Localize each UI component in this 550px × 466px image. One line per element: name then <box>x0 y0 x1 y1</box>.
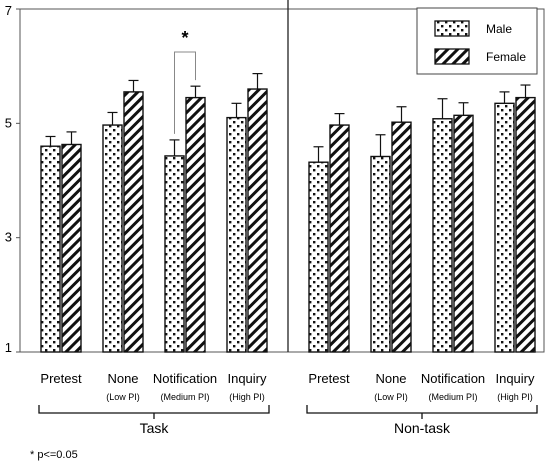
y-tick-label: 7 <box>5 3 12 18</box>
y-axis: 1 3 5 7 <box>5 3 20 355</box>
plot-border <box>19 8 545 353</box>
bar-male <box>226 116 247 353</box>
bar-male <box>432 118 453 353</box>
group-label: Non-task <box>394 420 451 436</box>
x-category-label: Pretest <box>40 371 82 386</box>
bar-male <box>370 155 391 353</box>
x-category-sublabel: (High PI) <box>229 392 265 402</box>
group-label: Task <box>140 420 170 436</box>
bar-male <box>40 145 61 353</box>
x-category-sublabel: (Medium PI) <box>160 392 209 402</box>
bar-female <box>329 124 350 353</box>
legend: Male Female <box>416 7 538 75</box>
significance-star: * <box>181 28 188 48</box>
bar-female <box>247 88 268 353</box>
legend-label-male: Male <box>486 22 512 36</box>
y-tick-label: 5 <box>5 115 12 130</box>
bar-female <box>453 114 474 353</box>
x-category-sublabel: (Medium PI) <box>428 392 477 402</box>
x-category-sublabel: (Low PI) <box>106 392 140 402</box>
x-axis-labels: Pretest None (Low PI) Notification (Medium P… <box>40 371 535 402</box>
legend-label-female: Female <box>486 50 526 64</box>
bar-female <box>123 91 144 353</box>
bar-male <box>494 102 515 353</box>
legend-swatch-female <box>434 48 470 65</box>
bar-female <box>61 143 82 353</box>
legend-swatch-male <box>434 20 470 37</box>
x-category-label: Inquiry <box>227 371 267 386</box>
y-tick-label: 1 <box>5 340 12 355</box>
group-bracket <box>306 405 538 414</box>
group-bracket <box>38 405 270 414</box>
bars: * <box>40 28 536 353</box>
bar-male <box>164 155 185 353</box>
footnote: * p<=0.05 <box>30 449 78 461</box>
bar-male <box>308 161 329 353</box>
x-category-label: Notification <box>153 371 217 386</box>
y-tick-label: 3 <box>5 230 12 245</box>
x-category-label: None <box>107 371 138 386</box>
x-category-sublabel: (High PI) <box>497 392 533 402</box>
bar-male <box>102 124 123 353</box>
x-category-label: Notification <box>421 371 485 386</box>
plot-frame <box>19 0 545 353</box>
x-category-label: None <box>375 371 406 386</box>
bar-female <box>185 96 206 353</box>
x-category-label: Inquiry <box>495 371 535 386</box>
x-category-label: Pretest <box>308 371 350 386</box>
significance-bracket <box>174 51 196 134</box>
group-brackets: Task Non-task <box>38 405 538 436</box>
bar-female <box>515 96 536 353</box>
x-category-sublabel: (Low PI) <box>374 392 408 402</box>
bar-female <box>391 121 412 353</box>
